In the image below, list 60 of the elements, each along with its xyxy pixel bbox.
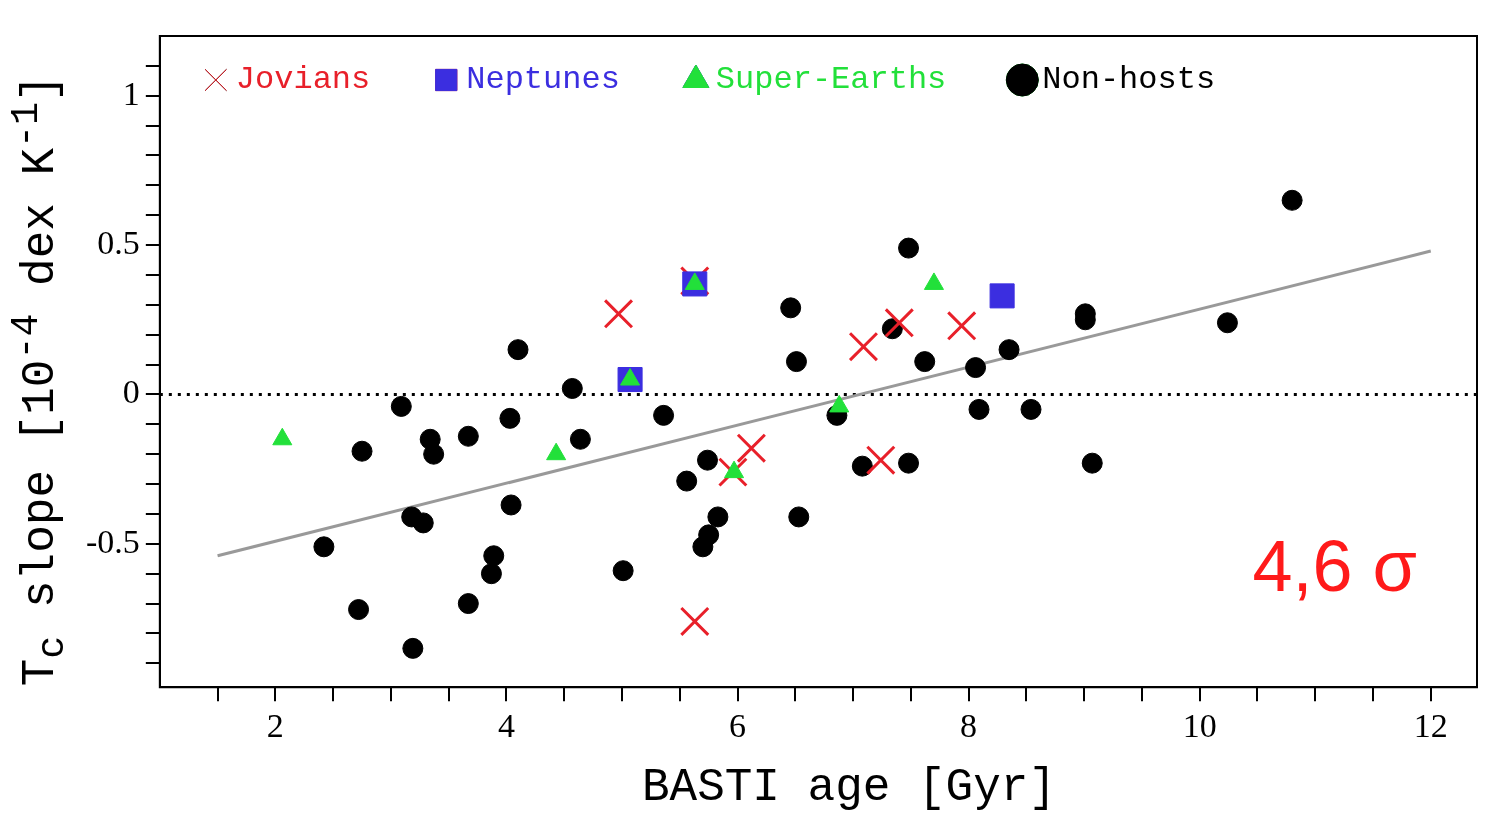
point [402,637,424,659]
x-tick-label: 10 [1182,706,1217,744]
point [780,297,802,319]
point [785,351,807,373]
point [412,512,434,534]
point [851,455,873,477]
point [390,395,412,417]
point [457,593,479,615]
point [965,357,987,379]
point [989,283,1015,309]
legend-label: Neptunes [466,61,620,99]
point [507,339,529,361]
point [1281,189,1303,211]
y-tick-label: 0.5 [97,224,140,262]
point [914,351,936,373]
point [499,407,521,429]
point [348,599,370,621]
legend-label: Super-Earths [715,61,947,99]
point [1216,312,1238,334]
legend-label: Jovians [235,61,371,99]
x-tick-label: 6 [729,706,747,744]
y-tick-label: 1 [122,74,140,112]
point [457,425,479,447]
point [865,445,896,476]
point [696,449,718,471]
point [884,307,915,338]
y-tick-label: -0.5 [85,522,140,560]
point [968,398,990,420]
point [946,310,977,341]
y-tick-label: 0 [122,373,140,411]
point [848,331,879,362]
point [483,545,505,567]
point [603,298,634,329]
point [612,560,634,582]
point [351,440,373,462]
x-tick-label: 8 [960,706,978,744]
point [698,524,720,546]
point [788,506,810,528]
point [1081,452,1103,474]
x-tick-label: 12 [1413,706,1448,744]
point [679,606,710,637]
point [423,443,445,465]
point [998,339,1020,361]
point [898,452,920,474]
point [313,536,335,558]
point [1020,398,1042,420]
point [569,428,591,450]
point [561,377,583,399]
point [500,494,522,516]
x-tick-label: 4 [497,706,515,744]
point [480,563,502,585]
annotation: 4,6 σ [1252,526,1417,607]
point [676,470,698,492]
x-axis-title: BASTI age [Gyr] [640,762,1058,814]
legend-label: Non-hosts [1042,61,1216,99]
point [653,404,675,426]
point [898,237,920,259]
x-tick-label: 2 [266,706,284,744]
point [736,433,767,464]
point [707,506,729,528]
